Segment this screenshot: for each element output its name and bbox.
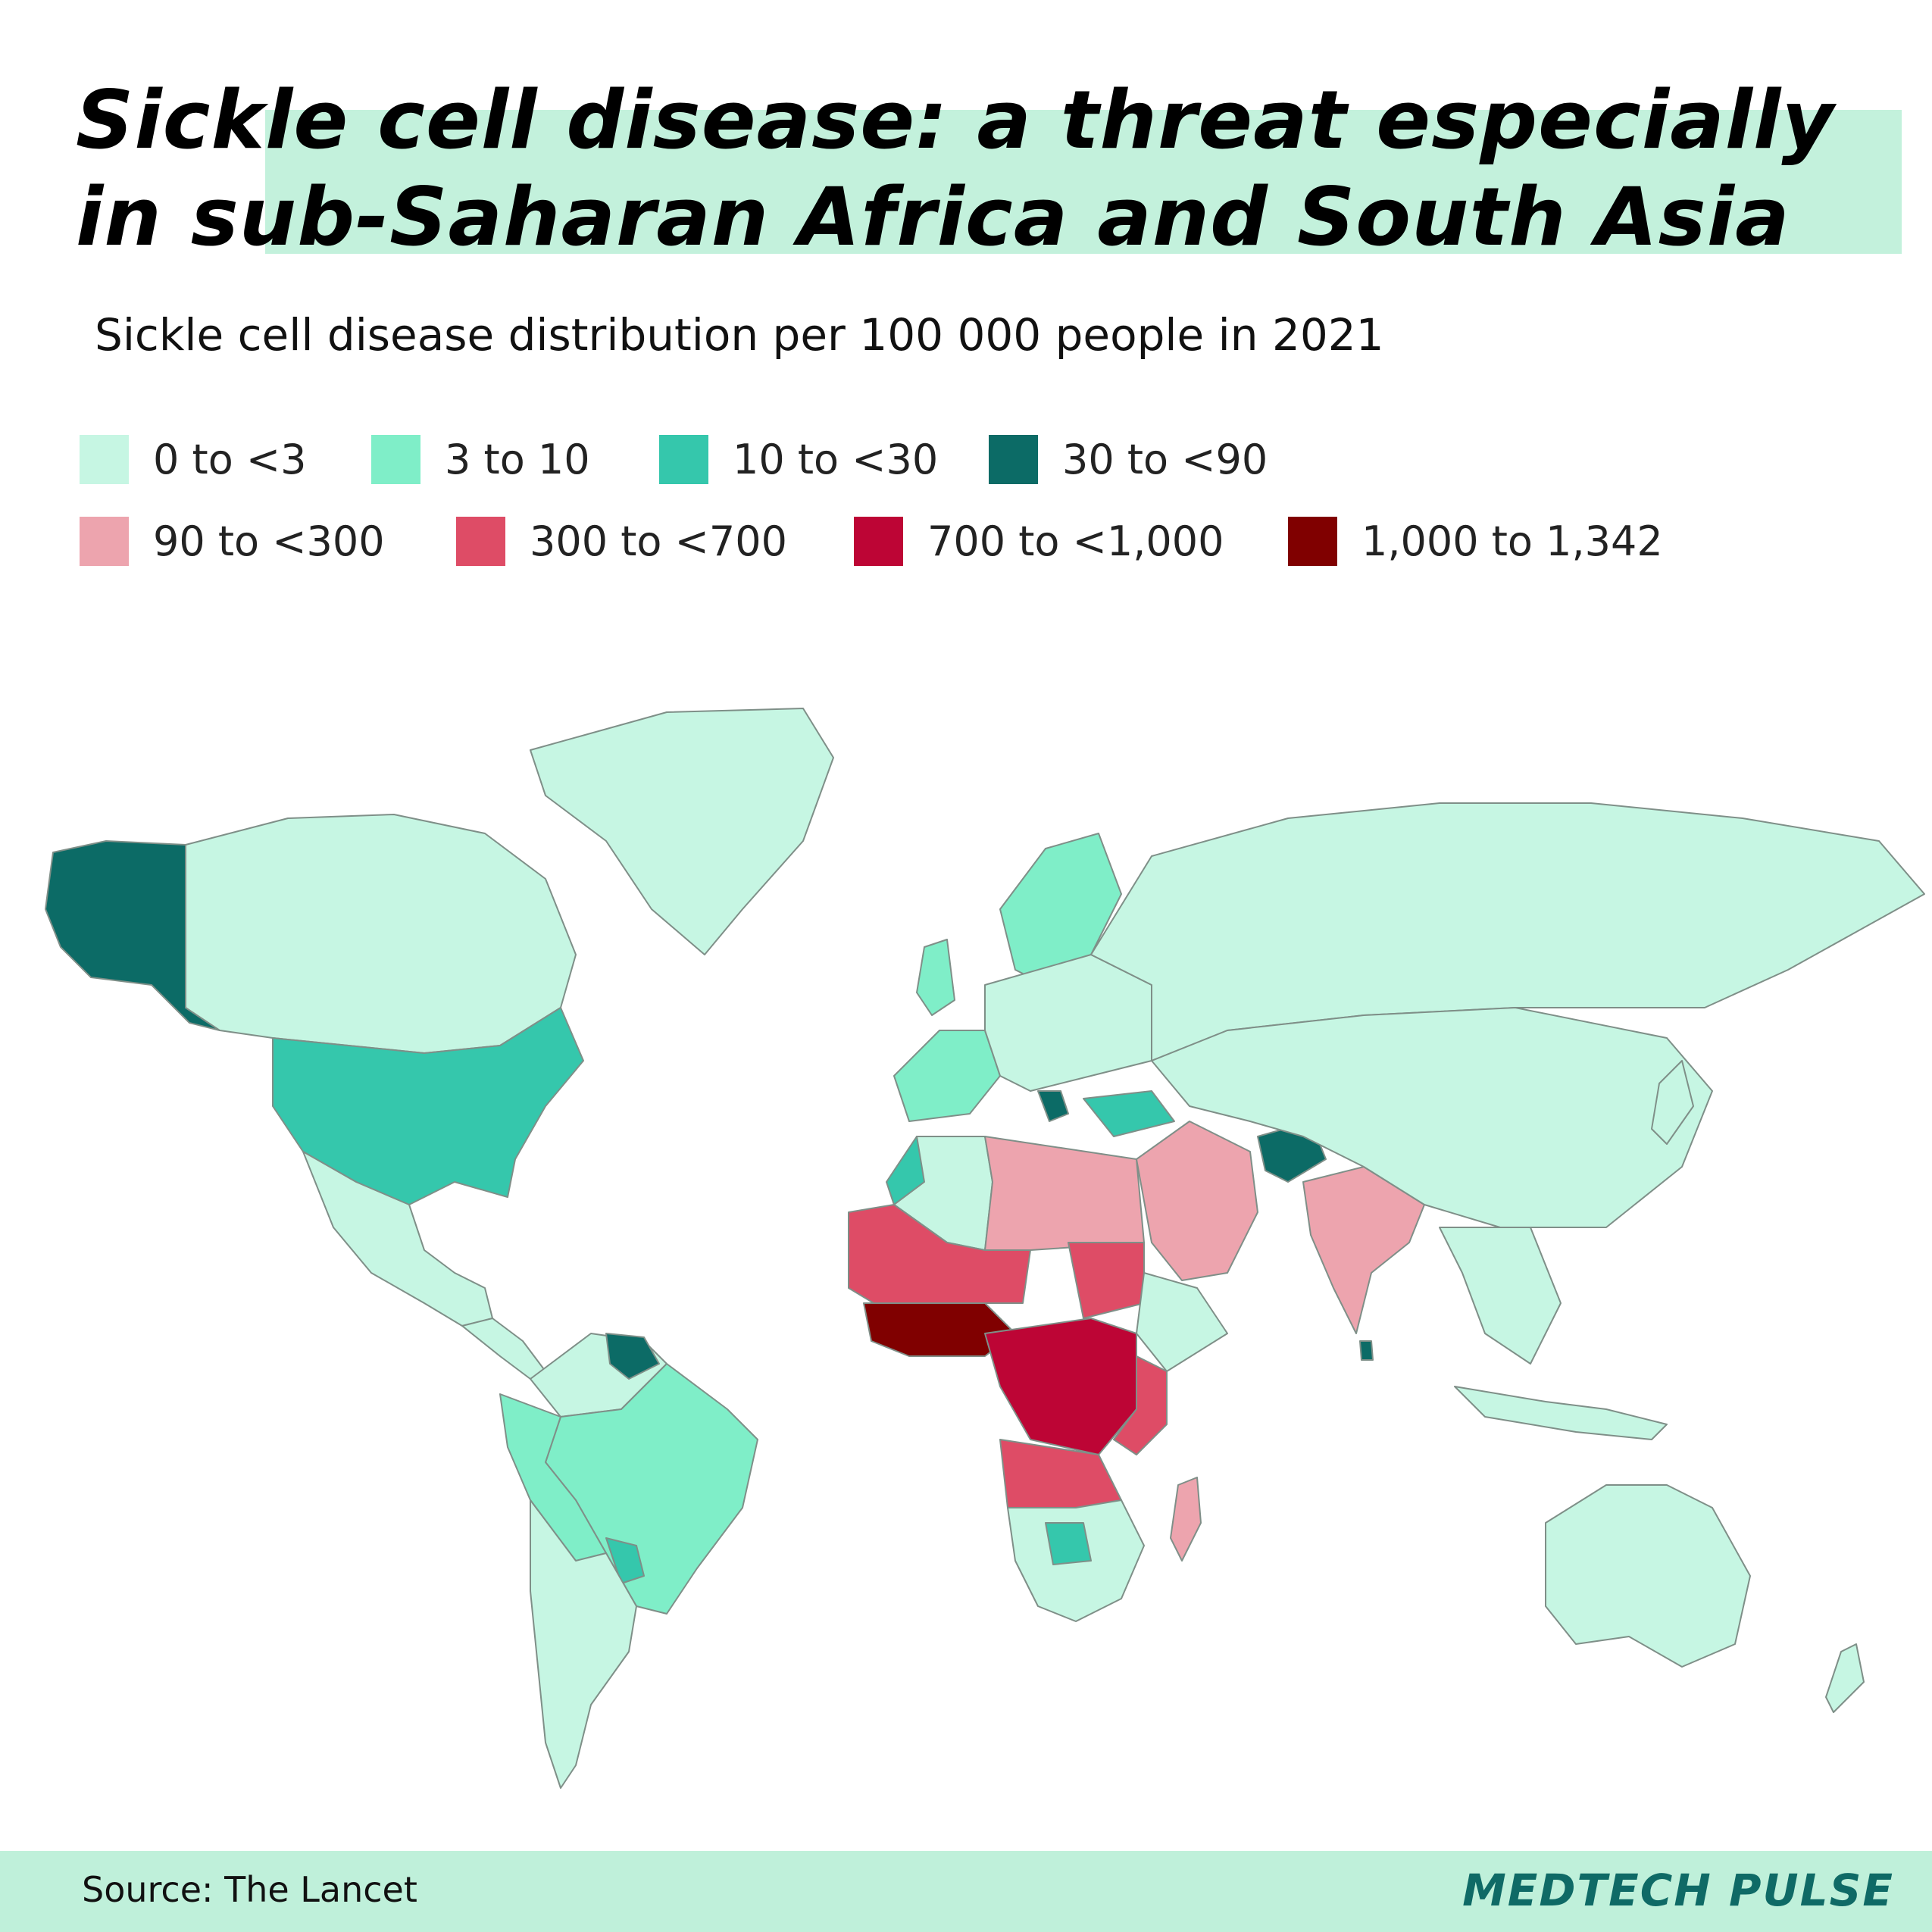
source-credit: Source: The Lancet xyxy=(82,1869,417,1910)
region-uk xyxy=(916,939,955,1016)
legend-swatch xyxy=(80,516,129,566)
region-madagascar xyxy=(1170,1477,1202,1562)
region-central-america xyxy=(461,1318,546,1380)
region-central-europe xyxy=(984,954,1152,1092)
region-canada xyxy=(185,814,577,1054)
legend-item: 300 to <700 xyxy=(456,514,787,568)
region-central-africa xyxy=(984,1318,1137,1455)
legend-item: 0 to <3 xyxy=(80,432,307,486)
legend-swatch xyxy=(989,434,1038,484)
legend-swatch xyxy=(854,516,903,566)
region-mexico xyxy=(302,1151,493,1327)
legend-item: 30 to <90 xyxy=(989,432,1268,486)
region-libya-egypt xyxy=(984,1136,1145,1251)
region-sri-lanka xyxy=(1359,1340,1374,1361)
legend-item: 10 to <30 xyxy=(659,432,938,486)
region-west-africa-coast xyxy=(863,1302,1016,1357)
region-alaska xyxy=(45,840,220,1031)
legend-swatch xyxy=(1288,516,1337,566)
region-east-africa xyxy=(1113,1355,1168,1455)
legend-label: 30 to <90 xyxy=(1062,435,1268,483)
region-greece xyxy=(1037,1090,1069,1122)
region-scandinavia xyxy=(999,833,1122,986)
legend-swatch xyxy=(456,516,505,566)
legend-swatch xyxy=(659,434,708,484)
legend-label: 0 to <3 xyxy=(153,435,307,483)
world-map xyxy=(45,708,1925,1789)
legend-item: 90 to <300 xyxy=(80,514,385,568)
map-subtitle: Sickle cell disease distribution per 100… xyxy=(95,309,1384,361)
legend-label: 3 to 10 xyxy=(445,435,590,483)
legend-swatch xyxy=(80,434,129,484)
legend-item: 3 to 10 xyxy=(371,432,590,486)
region-guianas xyxy=(605,1333,660,1380)
region-indonesia xyxy=(1454,1386,1668,1440)
region-middle-east xyxy=(1136,1121,1258,1281)
brand-logo: MEDTECH PULSE xyxy=(1462,1865,1894,1916)
region-horn-of-africa xyxy=(1136,1272,1228,1372)
legend-label: 700 to <1,000 xyxy=(927,517,1224,565)
region-australia xyxy=(1545,1484,1751,1668)
region-turkey xyxy=(1083,1090,1175,1137)
footer: Source: The Lancet MEDTECH PULSE xyxy=(0,1851,1932,1932)
region-southeast-asia xyxy=(1439,1227,1562,1365)
region-central-asia-china xyxy=(1151,1007,1713,1228)
title-block: Sickle cell disease: a threat especially… xyxy=(76,72,1909,266)
region-southern-cone xyxy=(530,1499,637,1789)
region-japan xyxy=(1651,1060,1694,1145)
legend-row-1: 0 to <3 3 to 10 10 to <30 30 to <90 xyxy=(80,432,1822,514)
region-sudan xyxy=(1068,1242,1145,1319)
legend-label: 300 to <700 xyxy=(530,517,787,565)
legend-label: 1,000 to 1,342 xyxy=(1361,517,1663,565)
legend: 0 to <3 3 to 10 10 to <30 30 to <90 90 t… xyxy=(80,432,1822,596)
region-new-zealand xyxy=(1825,1643,1865,1713)
legend-label: 90 to <300 xyxy=(153,517,385,565)
region-greenland xyxy=(530,708,834,955)
region-western-europe xyxy=(893,1030,1001,1122)
legend-item: 700 to <1,000 xyxy=(854,514,1224,568)
region-botswana xyxy=(1045,1522,1092,1565)
legend-label: 10 to <30 xyxy=(733,435,939,483)
title-highlight xyxy=(265,110,1902,254)
legend-swatch xyxy=(371,434,420,484)
legend-row-2: 90 to <300 300 to <700 700 to <1,000 1,0… xyxy=(80,514,1822,596)
page-title: Sickle cell disease: a threat especially… xyxy=(76,73,1835,264)
region-west-africa-north xyxy=(848,1204,1031,1311)
legend-item: 1,000 to 1,342 xyxy=(1288,514,1663,568)
region-paraguay xyxy=(605,1537,645,1584)
